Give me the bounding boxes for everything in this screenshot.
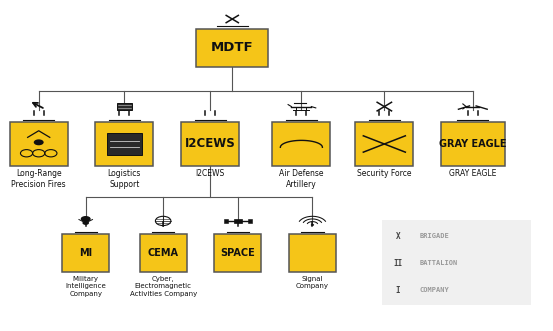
Bar — [234, 219, 242, 223]
FancyBboxPatch shape — [181, 122, 239, 166]
FancyBboxPatch shape — [441, 122, 504, 166]
Bar — [107, 133, 142, 155]
FancyBboxPatch shape — [214, 234, 262, 272]
Text: GRAY EAGLE: GRAY EAGLE — [439, 139, 507, 149]
Bar — [117, 103, 132, 110]
Text: CEMA: CEMA — [148, 248, 179, 258]
FancyBboxPatch shape — [196, 29, 268, 67]
Text: I2CEWS: I2CEWS — [185, 137, 236, 151]
Circle shape — [34, 139, 44, 145]
Text: Security Force: Security Force — [357, 169, 411, 178]
FancyBboxPatch shape — [10, 122, 67, 166]
FancyBboxPatch shape — [355, 122, 413, 166]
Text: X: X — [396, 231, 400, 241]
FancyBboxPatch shape — [139, 234, 187, 272]
Circle shape — [311, 224, 314, 226]
Text: COMPANY: COMPANY — [419, 287, 449, 293]
FancyBboxPatch shape — [289, 234, 336, 272]
Text: MI: MI — [79, 248, 92, 258]
FancyBboxPatch shape — [272, 122, 331, 166]
Text: Military
Intelligence
Company: Military Intelligence Company — [65, 276, 106, 297]
Circle shape — [81, 216, 91, 222]
Circle shape — [82, 221, 89, 225]
Text: I: I — [396, 286, 400, 295]
Bar — [224, 219, 228, 222]
Text: Cyber,
Electromagnetic
Activities Company: Cyber, Electromagnetic Activities Compan… — [129, 276, 197, 297]
Text: Long-Range
Precision Fires: Long-Range Precision Fires — [12, 169, 66, 189]
Text: SPACE: SPACE — [221, 248, 255, 258]
Text: BRIGADE: BRIGADE — [419, 233, 449, 239]
Text: BATTALION: BATTALION — [419, 260, 457, 266]
FancyBboxPatch shape — [96, 122, 154, 166]
Text: I2CEWS: I2CEWS — [196, 169, 225, 178]
Text: II: II — [394, 259, 403, 268]
FancyBboxPatch shape — [382, 220, 531, 305]
FancyBboxPatch shape — [62, 234, 109, 272]
Text: GRAY EAGLE: GRAY EAGLE — [449, 169, 497, 178]
Text: Air Defense
Artillery: Air Defense Artillery — [279, 169, 324, 189]
Text: MDTF: MDTF — [211, 41, 254, 55]
Bar — [248, 219, 252, 222]
Text: Signal
Company: Signal Company — [296, 276, 329, 290]
Text: Logistics
Support: Logistics Support — [108, 169, 141, 189]
